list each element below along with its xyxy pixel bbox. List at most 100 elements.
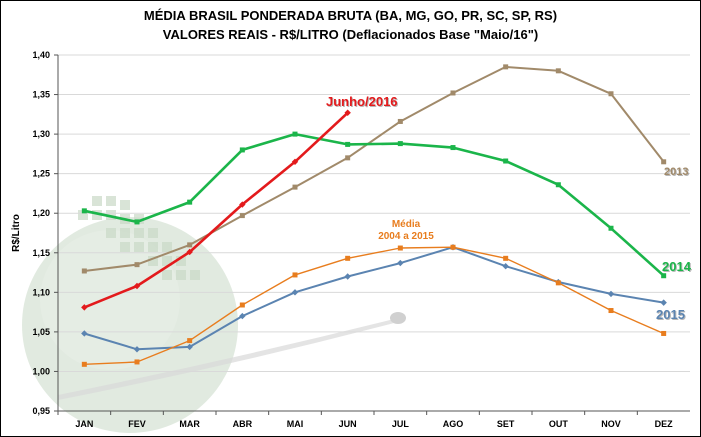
data-point bbox=[345, 155, 351, 161]
y-tick-label: 1,40 bbox=[32, 50, 50, 60]
x-tick-label: JUN bbox=[339, 419, 357, 429]
data-point bbox=[134, 359, 140, 365]
decor-tile bbox=[176, 256, 186, 266]
axes: 0,95 1,00 1,05 1,10 1,15 1,20 1,25 1,30 1,35 1,40… bbox=[11, 50, 690, 429]
label-2013-shadow: 2013 bbox=[665, 167, 689, 179]
decor-tile bbox=[120, 228, 130, 238]
data-point bbox=[81, 304, 88, 311]
data-point bbox=[608, 225, 614, 231]
series-junho-2016 bbox=[81, 109, 351, 311]
data-point bbox=[345, 141, 351, 147]
y-tick-label: 0,95 bbox=[32, 406, 50, 416]
data-point bbox=[555, 68, 561, 74]
data-point bbox=[187, 338, 193, 344]
x-tick-label: SET bbox=[497, 419, 515, 429]
decor-tile bbox=[78, 210, 88, 220]
data-point bbox=[81, 361, 87, 367]
series-m-dia-2004-a-2015 bbox=[81, 244, 667, 367]
data-point bbox=[186, 343, 193, 351]
data-point bbox=[503, 158, 509, 164]
decor-tile bbox=[120, 200, 130, 210]
decor-tile bbox=[106, 228, 116, 238]
data-point bbox=[608, 91, 614, 97]
label-2013: 2013 bbox=[664, 166, 688, 178]
x-tick-label: JAN bbox=[75, 419, 93, 429]
label-2014-shadow: 2014 bbox=[663, 260, 693, 275]
data-point bbox=[555, 280, 561, 286]
decor-tile bbox=[134, 214, 144, 224]
data-point bbox=[187, 199, 193, 205]
decor-tile bbox=[106, 210, 116, 220]
data-point bbox=[133, 282, 141, 290]
x-tick-label: AGO bbox=[443, 419, 464, 429]
series-2014 bbox=[81, 131, 667, 279]
y-tick-label: 1,25 bbox=[32, 169, 50, 179]
y-tick-label: 1,00 bbox=[32, 366, 50, 376]
data-point bbox=[291, 289, 299, 296]
x-tick-label: JUL bbox=[392, 419, 410, 429]
series-line bbox=[84, 246, 664, 351]
series-line bbox=[84, 65, 665, 272]
background-decoration bbox=[22, 196, 406, 433]
chart-title: MÉDIA BRASIL PONDERADA BRUTA (BA, MG, GO… bbox=[143, 8, 558, 23]
chart-subtitle: VALORES REAIS - R$/LITRO (Deflacionados … bbox=[162, 27, 539, 42]
decor-tile bbox=[134, 242, 144, 252]
data-point bbox=[186, 248, 193, 256]
data-point bbox=[292, 184, 298, 190]
data-point bbox=[661, 330, 667, 336]
data-point bbox=[344, 109, 351, 116]
series-line bbox=[84, 246, 664, 365]
decor-tile bbox=[106, 196, 116, 206]
data-point bbox=[397, 118, 403, 124]
decor-tile bbox=[176, 270, 186, 280]
data-point bbox=[397, 245, 403, 251]
data-point bbox=[344, 273, 351, 280]
data-point bbox=[133, 346, 141, 353]
decor-tile bbox=[92, 210, 102, 220]
data-point bbox=[661, 159, 667, 165]
y-tick-label: 1,35 bbox=[32, 90, 50, 100]
decor-tile bbox=[162, 256, 172, 266]
data-point bbox=[291, 158, 299, 165]
series-line bbox=[84, 132, 665, 277]
data-point bbox=[555, 182, 561, 188]
x-tick-label: MAI bbox=[287, 419, 304, 429]
data-point bbox=[239, 213, 245, 219]
y-tick-label: 1,20 bbox=[32, 208, 50, 218]
data-point bbox=[450, 90, 456, 96]
data-point bbox=[239, 147, 245, 153]
label-2014: 2014 bbox=[662, 259, 692, 274]
series-line bbox=[83, 111, 349, 309]
data-point bbox=[503, 255, 509, 261]
data-point bbox=[81, 330, 88, 337]
series-labels: Junho/2016Junho/201620132013201420142015… bbox=[326, 94, 693, 323]
data-point bbox=[502, 263, 509, 270]
y-tick-label: 1,05 bbox=[32, 327, 50, 337]
decor-swoosh bbox=[58, 318, 398, 400]
decor-tile bbox=[162, 270, 172, 280]
label-junho-2016-shadow: Junho/2016 bbox=[327, 95, 399, 110]
data-point bbox=[450, 244, 456, 250]
decor-globe-highlight bbox=[40, 230, 180, 370]
data-point bbox=[345, 255, 351, 261]
data-point bbox=[81, 208, 87, 214]
label-media-line2: 2004 a 2015 bbox=[378, 231, 434, 242]
data-point bbox=[660, 299, 667, 306]
y-tick-label: 1,15 bbox=[32, 248, 50, 258]
decor-tile bbox=[162, 242, 172, 252]
x-tick-label: OUT bbox=[549, 419, 569, 429]
decor-swoosh-dot bbox=[390, 312, 406, 324]
decor-tile bbox=[148, 256, 158, 266]
label-2015-shadow: 2015 bbox=[657, 308, 686, 323]
decor-tile bbox=[148, 242, 158, 252]
data-point bbox=[239, 302, 245, 308]
data-point bbox=[607, 290, 615, 298]
data-point bbox=[239, 312, 246, 320]
decor-tile bbox=[148, 228, 158, 238]
data-point bbox=[81, 268, 87, 274]
x-tick-label: NOV bbox=[601, 419, 621, 429]
y-axis-label: R$/Litro bbox=[11, 214, 22, 252]
data-point bbox=[187, 242, 193, 248]
decor-tile bbox=[92, 196, 102, 206]
